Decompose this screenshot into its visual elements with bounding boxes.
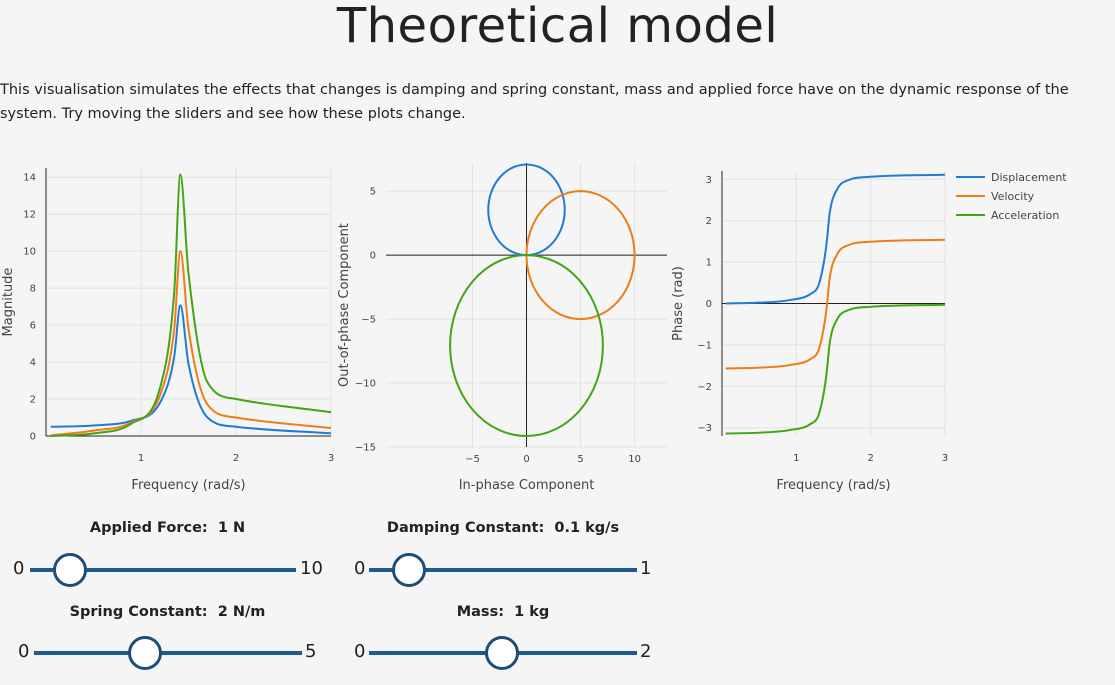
damping-constant-track[interactable]	[369, 568, 637, 572]
chart3-phase-ytick-label: 3	[706, 175, 712, 186]
chart1-magnitude-yaxis-label: Magnitude	[1, 268, 16, 337]
damping-constant-max: 1	[640, 558, 652, 579]
chart3-phase-series-displacement	[725, 173, 946, 305]
chart2-nyquist-ytick-label: −15	[355, 443, 376, 454]
chart-legend	[956, 176, 985, 216]
chart1-magnitude-series-velocity	[50, 250, 332, 437]
page-title: Theoretical model	[336, 0, 779, 54]
applied-force-track[interactable]	[30, 568, 296, 572]
applied-force-label: Applied Force: 1 N	[89, 520, 246, 536]
damping-constant-min: 0	[354, 558, 366, 579]
chart1-magnitude-ytick-label: 14	[23, 173, 36, 184]
chart3-phase-series-acceleration	[725, 303, 946, 435]
chart3-phase-ytick-label: −3	[697, 423, 712, 434]
chart1-magnitude-series-acceleration	[50, 173, 332, 437]
chart2-nyquist-ytick-label: −5	[361, 315, 376, 326]
chart3-phase-ytick-label: 1	[706, 258, 712, 269]
chart1-magnitude-ytick-label: 8	[30, 284, 36, 295]
damping-constant-value: 0.1 kg/s	[554, 520, 620, 536]
spring-constant-value: 2 N/m	[217, 604, 266, 620]
chart3-phase-ytick-label: −2	[697, 382, 712, 393]
chart1-magnitude-xaxis-label: Frequency (rad/s)	[131, 478, 245, 493]
spring-constant-min: 0	[18, 641, 30, 662]
chart1-magnitude-xtick-label: 3	[328, 453, 334, 464]
chart1-magnitude-ytick-label: 6	[30, 321, 36, 332]
chart3-phase-ytick-label: 2	[706, 216, 712, 227]
chart1-magnitude-series-displacement	[50, 304, 332, 435]
chart3-phase-xaxis-label: Frequency (rad/s)	[776, 478, 890, 493]
chart1-magnitude-xtick-label: 1	[138, 453, 144, 464]
legend-item-acceleration: Acceleration	[991, 209, 1059, 222]
applied-force-max: 10	[300, 558, 323, 579]
intro-text: This visualisation simulates the effects…	[0, 82, 1069, 122]
mass-label: Mass: 1 kg	[456, 604, 550, 620]
chart3-phase-ytick-label: 0	[706, 299, 712, 310]
chart2-nyquist-yaxis-label: Out-of-phase Component	[337, 223, 352, 387]
damping-constant-handle[interactable]	[392, 553, 426, 587]
chart2-nyquist-ytick-label: −10	[355, 379, 376, 390]
mass-handle[interactable]	[485, 636, 519, 670]
spring-constant-handle[interactable]	[128, 636, 162, 670]
damping-constant-label: Damping Constant: 0.1 kg/s	[386, 520, 620, 536]
chart1-magnitude-ytick-label: 2	[30, 395, 36, 406]
chart1-magnitude-xtick-label: 2	[233, 453, 239, 464]
mass-max: 2	[640, 641, 652, 662]
applied-force-value: 1 N	[217, 520, 246, 536]
applied-force-handle[interactable]	[53, 553, 87, 587]
chart3-phase-yaxis-label: Phase (rad)	[671, 266, 686, 341]
legend-item-velocity: Velocity	[991, 190, 1035, 203]
chart1-magnitude-ytick-label: 4	[30, 358, 36, 369]
applied-force-min: 0	[13, 558, 25, 579]
chart1-magnitude-ytick-label: 12	[23, 210, 36, 221]
chart3-phase-xtick-label: 1	[793, 453, 799, 464]
legend-item-displacement: Displacement	[991, 171, 1067, 184]
chart3-phase-xtick-label: 3	[942, 453, 948, 464]
chart2-nyquist-ytick-label: 5	[370, 187, 376, 198]
chart2-nyquist-xaxis-label: In-phase Component	[459, 478, 595, 493]
chart2-nyquist-xtick-label: 10	[628, 454, 641, 465]
chart2-nyquist-ytick-label: 0	[370, 251, 376, 262]
chart1-magnitude-plot	[45, 168, 332, 437]
chart2-nyquist-xtick-label: −5	[465, 454, 480, 465]
spring-constant-track[interactable]	[34, 651, 302, 655]
chart1-magnitude-ytick-label: 10	[23, 247, 36, 258]
chart3-phase-xtick-label: 2	[867, 453, 873, 464]
mass-min: 0	[354, 641, 366, 662]
chart2-nyquist-series-acceleration	[449, 254, 604, 437]
spring-constant-max: 5	[305, 641, 317, 662]
chart3-phase-series-velocity	[725, 238, 946, 370]
chart3-phase-plot	[721, 171, 946, 436]
mass-value: 1 kg	[514, 604, 550, 620]
chart2-nyquist-plot	[386, 163, 667, 448]
chart1-magnitude-ytick-label: 0	[30, 432, 36, 443]
chart3-phase-ytick-label: −1	[697, 340, 712, 351]
chart2-nyquist-xtick-label: 5	[577, 454, 583, 465]
chart2-nyquist-xtick-label: 0	[523, 454, 529, 465]
spring-constant-label: Spring Constant: 2 N/m	[69, 604, 266, 620]
